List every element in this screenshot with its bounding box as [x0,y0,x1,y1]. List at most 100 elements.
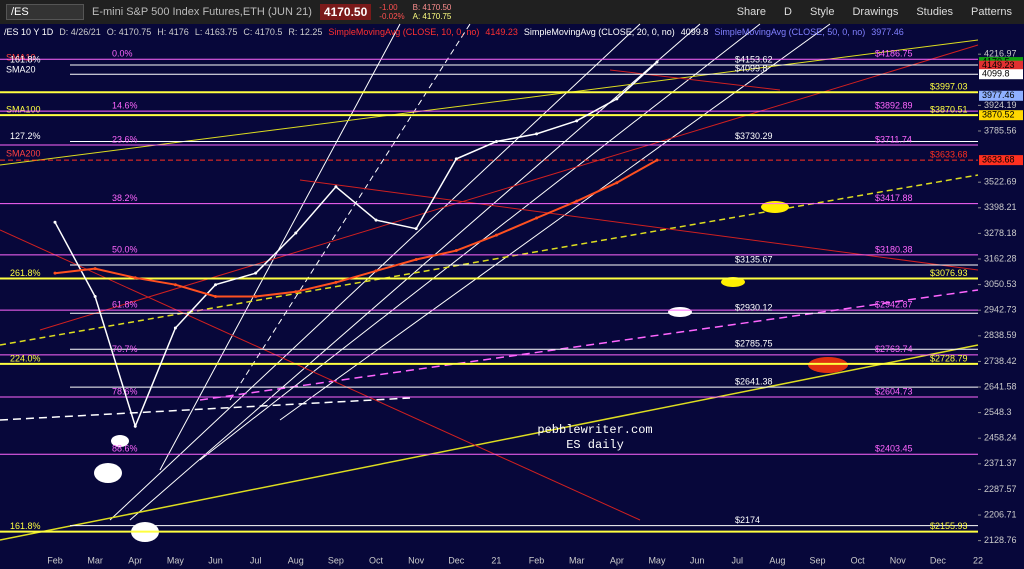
header-item: 3977.46 [871,27,904,37]
series-point [173,283,177,287]
header-item: 4099.8 [680,27,709,37]
level-label: $4099.8 [735,64,768,74]
y-tick-label: 2942.73 [984,305,1017,315]
header-item: SimpleMovingAvg (CLOSE, 10, 0, no) [328,27,480,37]
y-tick-label: 2548.3 [984,407,1012,417]
level-label: $2942.87 [875,300,913,310]
sma-label: SMA10 [6,52,36,62]
fib-label: 127.2% [10,131,41,141]
level-label: $3892.89 [875,100,913,110]
level-label: $3417.88 [875,193,913,203]
series-point [575,119,579,123]
y-tick-label: 4216.97 [984,49,1017,59]
x-tick-label: Jun [690,555,705,565]
series-point [494,233,498,237]
toolbar-button[interactable]: D [784,6,792,18]
y-tick-label: 3398.21 [984,202,1017,212]
toolbar-button[interactable]: Studies [916,6,954,18]
series-point [294,231,298,235]
series-point [53,220,57,224]
y-tick-label: 3785.56 [984,125,1017,135]
series-point [133,424,137,428]
x-tick-label: 22 [973,555,983,565]
x-tick-label: Apr [610,555,624,565]
x-tick-label: Oct [369,555,384,565]
level-label: $3730.29 [735,131,773,141]
header-item: C: 4170.5 [243,27,283,37]
x-tick-label: Sep [328,555,344,565]
series-point [133,276,137,280]
x-tick-label: Feb [529,555,545,565]
level-label: $2604.73 [875,386,913,396]
toolbar: /ES E-mini S&P 500 Index Futures,ETH (JU… [0,0,1024,24]
level-label: $2728.79 [930,353,968,363]
x-tick-label: Sep [809,555,825,565]
x-tick-label: Jul [250,555,262,565]
y-tick-label: 2458.24 [984,433,1017,443]
bid-ask: B: 4170.50 A: 4170.75 [413,3,452,21]
header-item: SimpleMovingAvg (CLOSE, 50, 0, no) [714,27,866,37]
x-tick-label: Jun [208,555,223,565]
level-label: $3711.74 [875,134,912,144]
series-point [93,267,97,271]
y-tick-label: 2128.76 [984,535,1017,545]
fib-label: 224.0% [10,353,41,363]
series-point [494,139,498,143]
fib-label: 38.2% [112,193,138,203]
series-point [655,158,659,162]
price-tag [979,60,1023,71]
series-point [374,218,378,222]
level-label: $3997.03 [930,82,968,92]
series-point [254,294,258,298]
symbol-box[interactable]: /ES [6,4,84,20]
x-tick-label: Apr [128,555,142,565]
y-tick-label: 3162.28 [984,253,1017,263]
x-tick-label: Mar [569,555,585,565]
last-price: 4170.50 [319,4,372,20]
toolbar-button[interactable]: Style [810,6,835,18]
y-tick-label: 2371.37 [984,458,1017,468]
level-label: $2641.38 [735,376,773,386]
series-point [53,271,57,275]
sma-label: SMA20 [6,64,36,74]
price-tag [979,90,1023,101]
price-tag-label: 4149.23 [982,60,1015,70]
series-point [374,269,378,273]
series-point [93,294,97,298]
x-tick-label: Nov [408,555,425,565]
trendlines [0,23,979,541]
bid: B: 4170.50 [412,3,452,12]
y-tick-label: 3278.18 [984,228,1017,238]
header-item: L: 4163.75 [194,27,238,37]
change-box: -1.00 -0.02% [379,3,404,21]
header-item: O: 4170.75 [106,27,152,37]
y-tick-label: 2838.59 [984,330,1017,340]
watermark: pebblewriter.com [537,423,652,437]
fib-label: 70.7% [112,344,138,354]
level-label: $3870.51 [930,105,968,115]
price-tag [979,69,1023,80]
toolbar-button[interactable]: Share [736,6,767,18]
level-label: $3076.93 [930,268,968,278]
x-tick-label: Jul [731,555,743,565]
y-tick-label: 2738.42 [984,356,1017,366]
x-tick-label: Dec [930,555,947,565]
series-line [54,159,658,298]
level-label: $4186.75 [875,49,913,59]
fib-label: 161.8% [10,54,41,64]
price-tag-label: 3633.68 [982,154,1015,164]
markers [94,201,848,542]
toolbar-button[interactable]: Patterns [971,6,1012,18]
level-label: $2930.12 [735,303,773,313]
price-tag [979,155,1023,166]
toolbar-button[interactable]: Drawings [852,6,899,18]
price-tag-label: 3977.46 [982,90,1015,100]
toolbar-buttons: Share D Style Drawings Studies Patterns [731,6,1024,18]
series-point [454,249,458,253]
x-tick-label: May [167,555,185,565]
series-point [414,258,418,262]
fib-label: 23.6% [112,134,138,144]
price-tag [979,110,1023,121]
